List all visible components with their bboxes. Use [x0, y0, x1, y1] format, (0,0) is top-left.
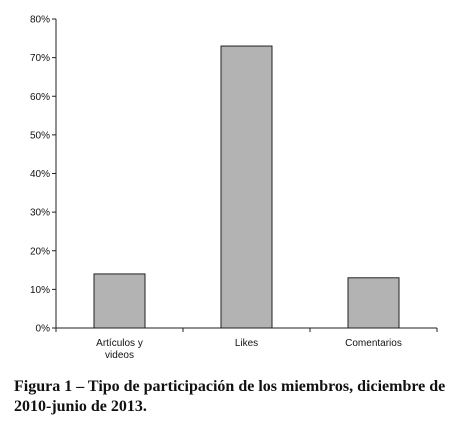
y-tick-label: 80%	[30, 15, 50, 26]
x-axis	[55, 327, 438, 332]
category-label-line: Likes	[235, 338, 258, 349]
y-tick-label: 0%	[36, 324, 51, 335]
category-label-line: videos	[105, 350, 134, 361]
bar	[220, 45, 273, 329]
category-label: Artículos y videos	[96, 338, 143, 361]
category-label: Likes	[235, 338, 258, 349]
y-tick-label: 40%	[30, 169, 50, 180]
y-tick-label: 60%	[30, 92, 50, 103]
y-tick-label: 50%	[30, 130, 50, 141]
bars	[93, 45, 400, 329]
y-tick-label: 70%	[30, 53, 50, 64]
category-labels: Artículos y videos Likes Comentarios	[96, 338, 402, 361]
y-tick-label: 10%	[30, 285, 50, 296]
y-tick-label: 30%	[30, 208, 50, 219]
bar	[93, 273, 146, 329]
bar-chart: 0% 10% 20% 30% 40% 50% 60% 70% 80% Artículos y vi…	[30, 15, 438, 361]
category-label: Comentarios	[345, 338, 402, 349]
y-axis: 0% 10% 20% 30% 40% 50% 60% 70% 80%	[30, 15, 57, 335]
category-label-line: Artículos y	[96, 338, 143, 349]
figure-caption: Figura 1 – Tipo de participación de los …	[14, 378, 446, 415]
bar	[347, 277, 400, 329]
y-tick-label: 20%	[30, 246, 50, 257]
category-label-line: Comentarios	[345, 338, 402, 349]
